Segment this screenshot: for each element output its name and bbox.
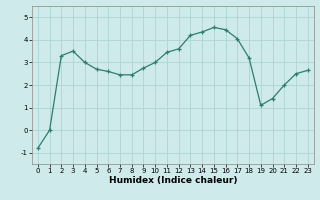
- X-axis label: Humidex (Indice chaleur): Humidex (Indice chaleur): [108, 176, 237, 185]
